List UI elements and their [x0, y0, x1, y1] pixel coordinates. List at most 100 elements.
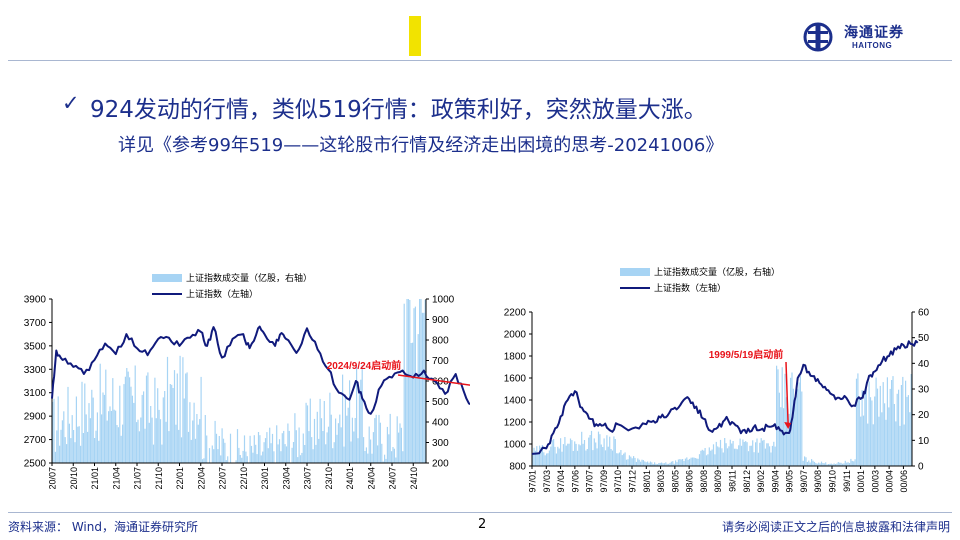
- volume-bar: [543, 452, 545, 466]
- left-tick-label: 3100: [24, 388, 47, 399]
- volume-bar: [717, 446, 719, 466]
- volume-bar: [797, 389, 799, 466]
- left-tick-label: 2900: [24, 412, 47, 423]
- x-tick-label: 99/02: [756, 470, 766, 493]
- volume-bar: [68, 423, 70, 463]
- volume-bar: [241, 457, 243, 463]
- volume-bar: [564, 437, 566, 466]
- volume-bar: [333, 442, 335, 463]
- volume-bar: [311, 437, 313, 463]
- volume-bar: [682, 459, 684, 466]
- right-tick-label: 200: [432, 459, 449, 470]
- volume-bar: [424, 299, 426, 463]
- volume-bar: [784, 373, 786, 466]
- volume-bar: [319, 398, 321, 463]
- volume-bar: [550, 446, 552, 466]
- volume-bar: [661, 462, 663, 466]
- volume-bar: [541, 445, 543, 466]
- volume-bar: [826, 464, 828, 466]
- volume-bar: [645, 462, 647, 466]
- volume-bar: [865, 387, 867, 466]
- volume-bar: [792, 388, 794, 466]
- volume-bar: [764, 448, 766, 466]
- volume-bar: [193, 402, 195, 463]
- volume-bar: [691, 457, 694, 466]
- x-tick-label: 23/10: [324, 467, 334, 490]
- volume-bar: [186, 372, 188, 463]
- volume-bar: [405, 374, 407, 463]
- volume-bar: [708, 447, 710, 466]
- logo-english: HAITONG: [852, 41, 893, 50]
- volume-bar: [804, 456, 806, 466]
- volume-bar: [192, 420, 194, 463]
- volume-bar: [576, 450, 579, 466]
- right-tick-label: 300: [432, 438, 449, 449]
- volume-bar: [677, 459, 679, 466]
- legend-label-volume: 上证指数成交量（亿股，右轴）: [654, 266, 780, 277]
- volume-bar: [141, 394, 143, 463]
- volume-bar: [749, 445, 751, 466]
- volume-bar: [388, 434, 390, 463]
- volume-bar: [806, 462, 808, 466]
- volume-bar: [242, 450, 244, 463]
- volume-bar: [644, 461, 646, 466]
- volume-bar: [127, 371, 129, 463]
- volume-bar: [658, 463, 660, 466]
- x-tick-label: 24/01: [345, 467, 355, 490]
- volume-bar: [412, 342, 414, 463]
- volume-bar: [610, 449, 612, 466]
- haitong-logo: 海通证券 HAITONG: [802, 18, 932, 58]
- volume-bar: [557, 446, 559, 466]
- volume-bar: [837, 462, 839, 466]
- volume-bar: [389, 413, 391, 463]
- volume-bar: [315, 444, 317, 463]
- volume-bar: [743, 441, 745, 466]
- volume-bar: [881, 412, 883, 466]
- volume-bar: [245, 451, 247, 463]
- x-tick-label: 22/01: [175, 467, 185, 490]
- volume-bar: [902, 376, 904, 466]
- volume-bar: [305, 402, 307, 463]
- volume-bar: [718, 447, 720, 466]
- volume-bar: [666, 463, 668, 466]
- volume-bar: [623, 453, 625, 466]
- volume-bar: [391, 451, 393, 463]
- x-tick-label: 97/10: [613, 470, 623, 493]
- volume-bar: [868, 381, 870, 466]
- volume-bar: [843, 463, 845, 466]
- volume-bar: [157, 388, 159, 463]
- volume-bar: [105, 369, 107, 463]
- x-tick-label: 23/01: [260, 467, 270, 490]
- volume-bar: [200, 376, 202, 463]
- left-tick-label: 2700: [24, 435, 47, 446]
- volume-bar: [340, 427, 342, 463]
- volume-bar: [757, 452, 759, 466]
- volume-bar: [414, 306, 416, 463]
- volume-bar: [99, 363, 101, 463]
- volume-bar: [799, 375, 801, 466]
- x-tick-label: 98/08: [699, 470, 709, 493]
- volume-bar: [910, 374, 912, 466]
- x-tick-label: 00/01: [856, 470, 866, 493]
- x-tick-label: 99/07: [799, 470, 809, 493]
- volume-bar: [220, 455, 222, 463]
- volume-bar: [721, 448, 723, 466]
- volume-bar: [783, 408, 785, 466]
- volume-bar: [558, 448, 560, 466]
- volume-bar: [108, 411, 110, 463]
- volume-bar: [802, 460, 804, 466]
- x-tick-label: 99/04: [770, 470, 780, 493]
- volume-bar: [96, 412, 98, 463]
- volume-bar: [194, 438, 197, 463]
- volume-bar: [634, 457, 636, 466]
- right-tick-label: 600: [432, 377, 449, 388]
- volume-bar: [120, 435, 122, 463]
- volume-bar: [236, 429, 239, 463]
- volume-bar: [143, 391, 145, 463]
- volume-bar: [416, 375, 418, 463]
- right-tick-label: 10: [918, 436, 930, 447]
- footer-divider: [8, 512, 952, 513]
- volume-bar: [91, 389, 93, 463]
- volume-bar: [627, 459, 629, 466]
- volume-bar: [726, 448, 729, 466]
